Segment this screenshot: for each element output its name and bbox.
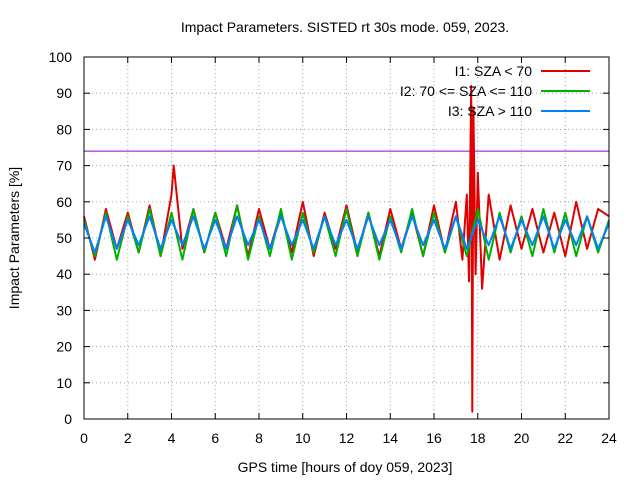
- chart-title: Impact Parameters. SISTED rt 30s mode. 0…: [181, 19, 509, 35]
- x-tick-label: 0: [80, 430, 88, 446]
- x-axis-label: GPS time [hours of doy 059, 2023]: [238, 459, 453, 475]
- y-tick-label: 100: [49, 49, 73, 65]
- series-layer: [83, 85, 610, 413]
- x-tick-label: 14: [382, 430, 398, 446]
- y-tick-label: 20: [56, 339, 72, 355]
- legend: I1: SZA < 70 I2: 70 <= SZA <= 110 I3: SZA …: [400, 63, 590, 119]
- x-tick-label: 8: [255, 430, 263, 446]
- x-tick-label: 4: [168, 430, 176, 446]
- x-tick-label: 22: [557, 430, 573, 446]
- y-tick-label: 50: [56, 230, 72, 246]
- y-tick-label: 10: [56, 375, 72, 391]
- x-tick-label: 20: [514, 430, 530, 446]
- grid-layer: [84, 57, 609, 419]
- x-tick-label: 12: [339, 430, 355, 446]
- x-tick-label: 2: [124, 430, 132, 446]
- y-axis-label: Impact Parameters [%]: [6, 167, 22, 309]
- series-line-i2: [83, 204, 610, 261]
- x-tick-label: 6: [211, 430, 219, 446]
- y-tick-label: 0: [64, 411, 72, 427]
- x-tick-label: 24: [601, 430, 617, 446]
- y-tick-label: 30: [56, 302, 72, 318]
- y-tick-label: 60: [56, 194, 72, 210]
- plot-frame: [83, 56, 610, 420]
- x-tick-label: 10: [295, 430, 311, 446]
- x-tick-label: 18: [470, 430, 486, 446]
- x-tick-label: 16: [426, 430, 442, 446]
- legend-label-i1: I1: SZA < 70: [455, 63, 533, 79]
- series-line-i3: [83, 215, 610, 254]
- y-tick-label: 90: [56, 85, 72, 101]
- y-tick-label: 40: [56, 266, 72, 282]
- legend-label-i2: I2: 70 <= SZA <= 110: [400, 83, 532, 99]
- legend-label-i3: I3: SZA > 110: [448, 103, 532, 119]
- y-tick-label: 70: [56, 158, 72, 174]
- y-tick-label: 80: [56, 121, 72, 137]
